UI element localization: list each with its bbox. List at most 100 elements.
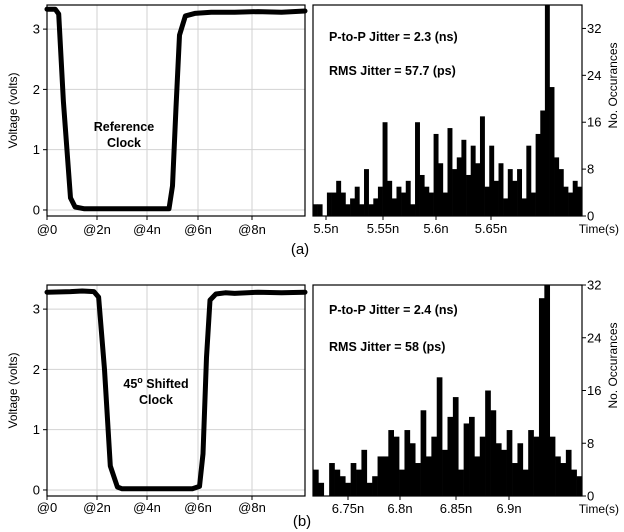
histogram-bar [479,116,485,216]
histogram-bar [490,410,497,496]
histogram-bar [522,469,529,497]
y-tick-label: 3 [33,22,40,37]
x-tick-label: 5.5n [313,221,338,236]
histogram-bar [526,145,532,216]
y-tick-label: 2 [33,82,40,97]
histogram-bar [452,169,458,216]
x-tick-label: @8n [238,500,266,515]
histogram-bar [382,122,388,216]
histogram-bar [382,456,389,496]
histogram-bar [433,133,439,216]
histogram-bar [420,410,427,496]
y-tick-label: 0 [33,482,40,497]
histogram-bar [336,180,342,216]
histogram-bar [436,377,443,496]
histogram-bar [431,436,438,496]
histogram-bar [475,163,481,216]
x-tick-label: @4n [133,222,161,237]
histogram-bar [318,482,325,496]
histogram-bar [458,469,464,497]
plot-frame [312,4,583,217]
x-tick-label: @6n [184,222,212,237]
histogram-bar [361,449,368,496]
histogram-bar [329,463,335,496]
histogram-bar [340,192,346,216]
histogram-bar [359,204,365,216]
x-tick-label: @0 [37,500,57,515]
histogram-bar [410,204,416,216]
histogram-bar [493,180,499,216]
jitter-annotation: RMS Jitter = 58 (ps) [329,340,445,354]
histogram-bar [350,198,356,216]
histogram-bar [503,198,509,216]
histogram-bar [506,430,513,496]
histogram-bar [512,463,518,496]
waveform-annotation: Reference [94,120,154,134]
histogram-bar [530,192,536,216]
histogram-bar [507,169,513,216]
histogram-bar [517,443,524,496]
y-tick-label: 24 [587,330,601,345]
histogram-bar [317,204,323,216]
histogram-bar [474,456,481,496]
y-tick-label: 32 [587,21,601,36]
panel-a: 0 1 2 3 @0 @2n @4n @6n @8n Voltage (volts) Referen… [6,4,620,237]
histogram-bar [479,436,486,496]
histogram-bar [373,198,379,216]
histogram-bar [470,145,476,216]
histogram-bar [461,139,467,216]
histogram-bar [576,476,583,496]
histogram-bar [572,180,578,216]
x-tick-label: @2n [83,222,111,237]
histogram-bar [424,186,430,216]
histogram-bar [442,192,448,216]
histogram-bar [387,180,393,216]
histogram-bar [549,87,555,216]
histogram-bar [498,163,504,216]
histogram-bar [540,110,546,216]
histogram-bar [565,449,572,496]
histogram-bar [438,163,444,216]
panel-label-b: (b) [293,513,311,530]
x-tick-label: 6.75n [332,501,365,516]
histogram-bar [469,416,475,497]
jitter-annotation: RMS Jitter = 57.7 (ps) [329,64,456,78]
histogram-bar [415,122,420,216]
y-axis-title: Voltage (volts) [6,352,20,428]
histogram-bar [558,169,564,216]
histogram-bar [377,186,383,216]
x-tick-label: @0 [37,222,57,237]
histogram-bar [372,476,378,496]
histogram-bar [409,443,416,496]
waveform-line [44,6,308,212]
y-tick-label: 3 [33,302,40,317]
histogram-bar [401,192,407,216]
histogram-bar [405,180,411,216]
histogram-bar [535,133,541,216]
y-tick-label: 0 [587,489,594,504]
histogram-bar [560,463,567,496]
histogram-bar [419,174,425,216]
histogram-bar [364,169,369,216]
histogram-bar [549,436,556,496]
histogram-bar [452,397,459,496]
jitter-annotation: P-to-P Jitter = 2.4 (ns) [329,303,458,317]
histogram-bar [512,180,518,216]
panel-label-a: (a) [291,241,309,258]
histogram-bar [331,192,337,216]
y-axis-title: No. Occurances [606,322,620,408]
y-axis-title: No. Occurances [606,42,620,128]
histogram-bar [528,430,534,496]
y-tick-label: 2 [33,362,40,377]
y-tick-label: 16 [587,383,601,398]
jitter-annotation: P-to-P Jitter = 2.3 (ns) [329,30,458,44]
x-tick-label: @8n [238,222,266,237]
histogram-bar [428,192,434,216]
x-tick-label: 6.8n [387,501,412,516]
histogram-bar [538,298,545,496]
histogram-bar [354,186,360,216]
histogram-bar [484,186,490,216]
histogram-bar [544,285,551,496]
histogram-bar [391,198,397,216]
